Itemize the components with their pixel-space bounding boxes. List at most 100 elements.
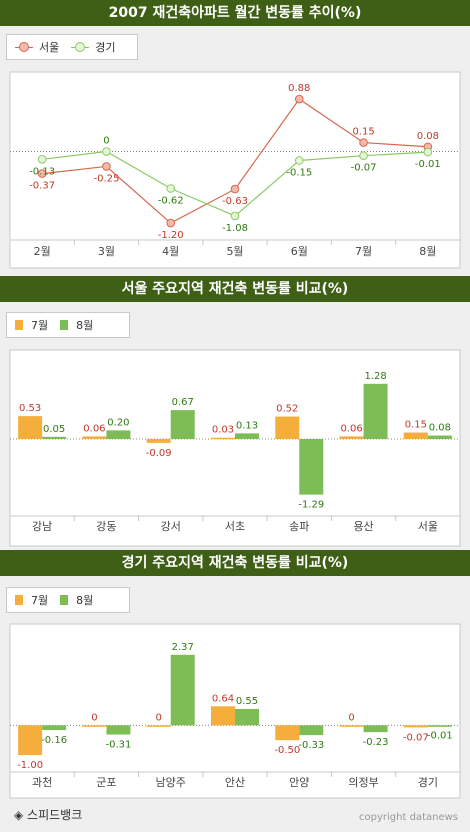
x-tick-label: 2월 [34,245,51,258]
bar [170,654,195,726]
data-label: 0.53 [19,403,41,414]
bar [106,725,131,735]
bar [403,432,428,439]
legend-item-july: 7월 [15,592,48,608]
bar [82,725,107,727]
data-point [166,218,176,228]
legend-swatch-august [60,595,69,605]
bar [82,436,107,439]
bar [42,436,67,439]
x-tick-label: 의정부 [348,776,378,789]
x-tick-label: 군포 [96,776,116,789]
bar [363,725,388,733]
bar-chart-seoul: 강남 강동 강서 서초 송파 용산 서울0.530.06-0.090.030.520.06 0… [9,349,461,547]
legend-item-july: 7월 [15,317,48,333]
data-label: -0.37 [29,181,55,192]
chart2-legend: 7월 8월 [6,312,130,338]
data-label: 0.06 [340,423,362,434]
data-point [359,138,368,147]
x-tick-label: 송파 [289,520,309,533]
data-point [294,94,304,104]
legend-item-gyeonggi: 경기 [71,39,116,55]
data-label: -1.29 [298,500,324,511]
bar [339,436,364,439]
legend-swatch-july [15,320,23,330]
legend-label-gyeonggi: 경기 [95,41,116,54]
data-label: 0.08 [417,131,439,142]
data-label: 0 [348,712,354,723]
bar [339,725,364,727]
data-label: -0.62 [158,196,184,207]
legend-swatch-july [15,595,23,605]
data-label: -0.63 [222,196,248,207]
bar [235,433,259,439]
data-point [230,211,240,221]
data-point [294,156,304,165]
bar-chart-gyeonggi: 과천 군포 남양주 안산 안양 의정부 경기-1.000 00.64-0.500-0.07-0… [9,623,461,799]
bar [363,383,388,439]
x-tick-label: 과천 [32,775,52,789]
chart1-title: 2007 재건축아파트 월간 변동률 추이(%) [0,0,470,26]
chart1-legend: 서울 경기 [6,34,138,60]
data-label: -0.09 [146,448,172,459]
legend-marker-gyeonggi [71,42,90,52]
data-label: -0.25 [93,173,119,184]
data-point [102,147,111,156]
legend-item-august: 8월 [60,317,93,333]
bar [170,410,195,439]
data-label: -0.31 [105,740,131,751]
data-label: 0.52 [276,404,298,415]
legend-marker-seoul [15,42,33,52]
bar [146,725,171,727]
data-label: -0.23 [363,737,389,748]
data-label: 0.15 [352,127,374,138]
bar [106,430,131,439]
data-label: -0.07 [403,732,429,743]
data-label: -0.15 [286,167,312,178]
data-label: 0.55 [236,696,258,707]
x-tick-label: 서울 [418,520,438,533]
x-tick-label: 6월 [291,245,308,258]
chart3-legend: 7월 8월 [6,587,130,613]
bar [275,416,300,439]
data-label: -0.13 [29,166,55,177]
line-chart: 2월 3월 4월 5월 6월 7월 8월 -0.37 -0.25 -1.20 -0.63 0.88 0.… [9,71,461,269]
x-tick-label: 강남 [32,520,52,533]
x-tick-label: 7월 [355,245,372,258]
legend-item-seoul: 서울 [15,39,59,55]
bar [427,725,452,727]
x-tick-label: 5월 [226,245,243,258]
data-label: 0.67 [172,397,194,408]
data-point [102,162,111,171]
data-label: 2.37 [172,642,194,653]
data-label: -0.07 [351,163,377,174]
data-label: 0.05 [43,424,65,435]
data-label: -0.33 [298,740,324,751]
bar [235,708,259,726]
bar [299,439,324,495]
x-tick-label: 4월 [162,245,179,258]
bar [18,416,43,439]
plot-area [9,71,461,269]
x-tick-label: 남양주 [156,776,186,789]
data-point [423,147,433,157]
x-tick-label: 강동 [96,520,116,533]
legend-label-july: 7월 [31,319,49,332]
data-label: -1.08 [222,223,248,234]
data-label: 0.88 [288,83,310,94]
data-label: 0.15 [405,420,427,431]
bar [299,725,324,736]
x-tick-label: 안산 [225,776,245,789]
data-label: 0 [156,712,162,723]
data-point [230,184,240,194]
bar [211,437,235,440]
data-label: -0.01 [427,731,453,742]
data-label: 0.06 [83,423,105,434]
legend-item-august: 8월 [60,592,93,608]
data-label: 0 [91,712,97,723]
data-label: -0.01 [415,159,441,170]
plot-area [9,349,461,547]
data-point [166,184,176,193]
x-tick-label: 8월 [419,245,436,258]
x-tick-label: 강서 [161,520,181,533]
